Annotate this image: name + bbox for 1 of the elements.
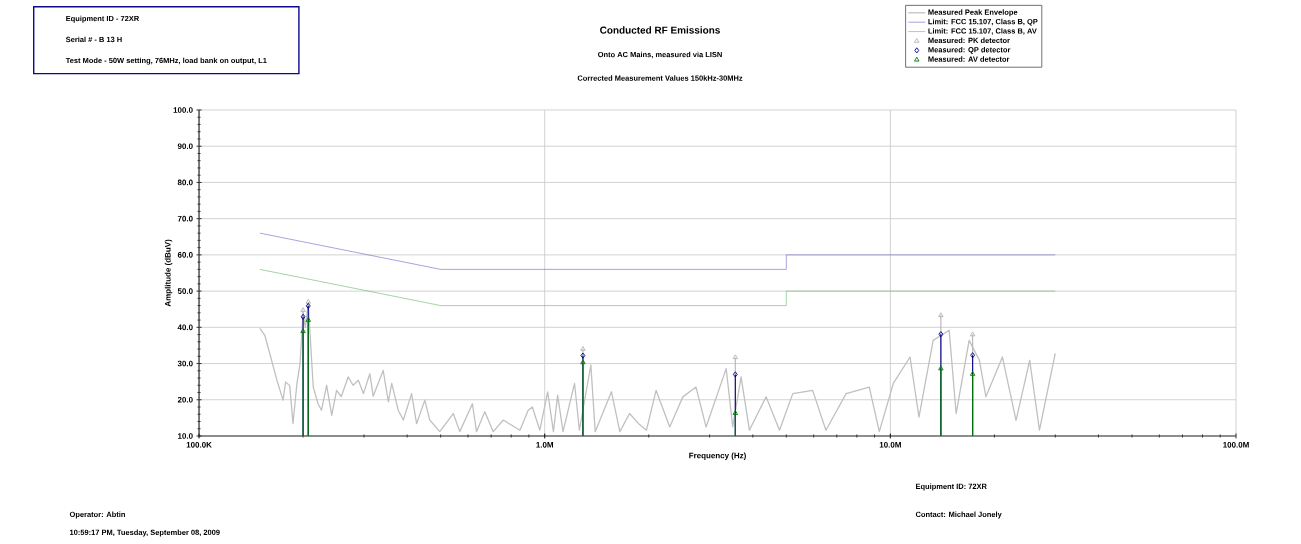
chart-title: Conducted RF Emissions: [600, 26, 720, 34]
